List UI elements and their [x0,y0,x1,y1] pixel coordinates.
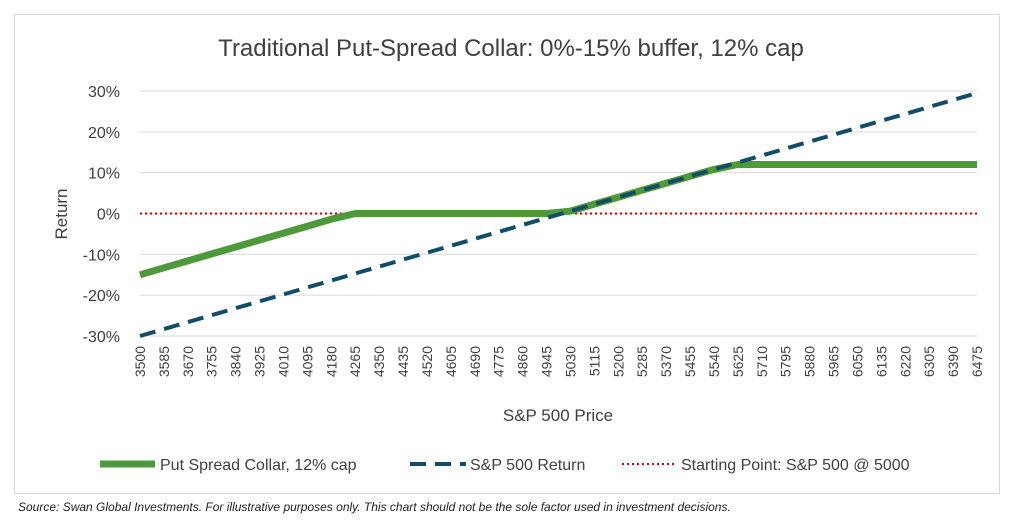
x-tick-label: 4775 [491,346,507,377]
y-tick-label: -10% [83,247,120,264]
series-line-1 [139,91,978,338]
x-tick-label: 4095 [299,346,315,377]
x-axis-label: S&P 500 Price [503,406,613,425]
x-tick-label: 6135 [873,346,889,377]
x-tick-label: 3670 [180,346,196,377]
x-tick-label: 5030 [562,346,578,377]
x-tick-label: 3840 [228,346,244,377]
y-tick-label: 0% [97,207,120,224]
legend-label: Starting Point: S&P 500 @ 5000 [681,457,910,474]
x-tick-label: 6305 [921,346,937,377]
y-tick-label: 20% [88,125,120,142]
x-axis-ticks: 3500 3585 3670 3755 3840 3925 4010 4095 4180 4265… [132,346,985,377]
x-tick-label: 4520 [419,346,435,377]
x-tick-label: 4350 [371,346,387,377]
x-tick-label: 4435 [395,346,411,377]
x-tick-label: 5625 [730,346,746,377]
x-tick-label: 6220 [897,346,913,377]
y-tick-label: -20% [83,288,120,305]
x-tick-label: 4265 [347,346,363,377]
x-tick-label: 4010 [275,346,291,377]
y-tick-label: -30% [83,329,120,346]
chart: Traditional Put-Spread Collar: 0%-15% bu… [52,35,985,474]
x-tick-label: 6050 [849,346,865,377]
legend-label: S&P 500 Return [470,457,585,474]
x-tick-label: 5540 [706,346,722,377]
x-tick-label: 3500 [132,346,148,377]
legend: Put Spread Collar, 12% cap S&P 500 Return… [100,457,910,474]
y-tick-label: 10% [88,166,120,183]
x-tick-label: 5965 [826,346,842,377]
x-tick-label: 3585 [156,346,172,377]
x-tick-label: 4945 [539,346,555,377]
chart-frame [14,14,1000,494]
y-tick-label: 30% [88,84,120,101]
series-lines [139,91,978,338]
x-tick-label: 5795 [778,346,794,377]
chart-title: Traditional Put-Spread Collar: 0%-15% bu… [218,35,804,62]
legend-label: Put Spread Collar, 12% cap [160,457,357,474]
x-tick-label: 5455 [682,346,698,377]
source-footnote: Source: Swan Global Investments. For ill… [18,500,731,514]
x-tick-label: 6390 [945,346,961,377]
x-tick-label: 5370 [658,346,674,377]
x-tick-label: 4180 [323,346,339,377]
x-tick-label: 6475 [969,346,985,377]
x-tick-label: 5880 [802,346,818,377]
x-tick-label: 5710 [754,346,770,377]
x-tick-label: 5285 [634,346,650,377]
x-tick-label: 4605 [443,346,459,377]
x-tick-label: 3925 [252,346,268,377]
x-tick-label: 3755 [204,346,220,377]
x-tick-label: 4690 [467,346,483,377]
x-tick-label: 5115 [586,346,602,376]
series-line-0 [139,161,977,279]
y-axis-label: Return [52,188,71,239]
y-axis-ticks: 30% 20% 10% 0% -10% -20% -30% [83,84,120,346]
x-tick-label: 5200 [610,346,626,377]
x-tick-label: 4860 [515,346,531,377]
